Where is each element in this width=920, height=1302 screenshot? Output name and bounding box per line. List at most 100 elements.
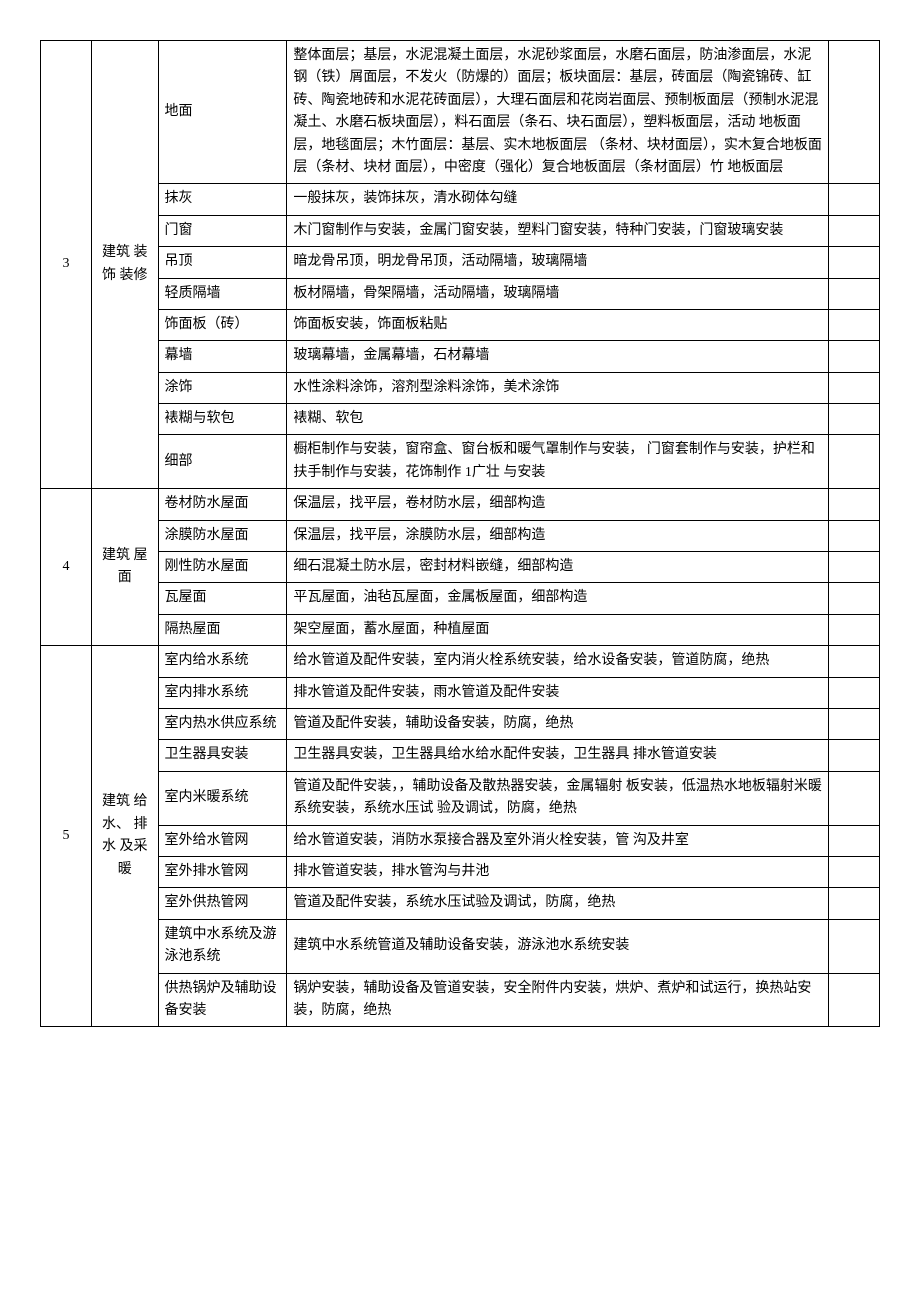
table-row: 抹灰一般抹灰，装饰抹灰，清水砌体勾缝 <box>41 184 880 215</box>
description-cell: 保温层，找平层，卷材防水层，细部构造 <box>287 489 829 520</box>
empty-cell <box>828 247 879 278</box>
empty-cell <box>828 646 879 677</box>
description-cell: 排水管道及配件安装，雨水管道及配件安装 <box>287 677 829 708</box>
empty-cell <box>828 614 879 645</box>
description-cell: 架空屋面，蓄水屋面，种植屋面 <box>287 614 829 645</box>
table-row: 室内米暖系统管道及配件安装，，辅助设备及散热器安装，金属辐射 板安装，低温热水地… <box>41 771 880 825</box>
table-row: 卫生器具安装卫生器具安装，卫生器具给水给水配件安装，卫生器具 排水管道安装 <box>41 740 880 771</box>
description-cell: 给水管道安装，消防水泵接合器及室外消火栓安装，管 沟及井室 <box>287 825 829 856</box>
subcategory-cell: 供热锅炉及辅助设备安装 <box>158 973 287 1027</box>
table-row: 裱糊与软包裱糊、软包 <box>41 404 880 435</box>
empty-cell <box>828 552 879 583</box>
subcategory-cell: 室内米暖系统 <box>158 771 287 825</box>
empty-cell <box>828 520 879 551</box>
section-number: 4 <box>41 489 92 646</box>
subcategory-cell: 细部 <box>158 435 287 489</box>
description-cell: 平瓦屋面，油毡瓦屋面，金属板屋面，细部构造 <box>287 583 829 614</box>
description-cell: 管道及配件安装，系统水压试验及调试，防腐，绝热 <box>287 888 829 919</box>
empty-cell <box>828 341 879 372</box>
empty-cell <box>828 973 879 1027</box>
description-cell: 整体面层；基层，水泥混凝土面层，水泥砂浆面层，水磨石面层，防油渗面层，水泥钢（铁… <box>287 41 829 184</box>
empty-cell <box>828 677 879 708</box>
table-row: 刚性防水屋面细石混凝土防水层，密封材料嵌缝，细部构造 <box>41 552 880 583</box>
description-cell: 水性涂料涂饰，溶剂型涂料涂饰，美术涂饰 <box>287 372 829 403</box>
description-cell: 保温层，找平层，涂膜防水层，细部构造 <box>287 520 829 551</box>
subcategory-cell: 室外给水管网 <box>158 825 287 856</box>
subcategory-cell: 室内热水供应系统 <box>158 708 287 739</box>
empty-cell <box>828 583 879 614</box>
subcategory-cell: 室外供热管网 <box>158 888 287 919</box>
section-number: 3 <box>41 41 92 489</box>
subcategory-cell: 卷材防水屋面 <box>158 489 287 520</box>
description-cell: 给水管道及配件安装，室内消火栓系统安装，给水设备安装，管道防腐，绝热 <box>287 646 829 677</box>
section-number: 5 <box>41 646 92 1027</box>
empty-cell <box>828 888 879 919</box>
construction-spec-table: 3建筑 装饰 装修地面整体面层；基层，水泥混凝土面层，水泥砂浆面层，水磨石面层，… <box>40 40 880 1027</box>
subcategory-cell: 隔热屋面 <box>158 614 287 645</box>
description-cell: 管道及配件安装，，辅助设备及散热器安装，金属辐射 板安装，低温热水地板辐射米暖系… <box>287 771 829 825</box>
table-row: 室内热水供应系统管道及配件安装，辅助设备安装，防腐，绝热 <box>41 708 880 739</box>
subcategory-cell: 地面 <box>158 41 287 184</box>
empty-cell <box>828 489 879 520</box>
section-category: 建筑 给 水、 排水 及采 暖 <box>91 646 158 1027</box>
section-category: 建筑 装饰 装修 <box>91 41 158 489</box>
description-cell: 玻璃幕墙，金属幕墙，石材幕墙 <box>287 341 829 372</box>
table-row: 吊顶暗龙骨吊顶，明龙骨吊顶，活动隔墙，玻璃隔墙 <box>41 247 880 278</box>
subcategory-cell: 裱糊与软包 <box>158 404 287 435</box>
subcategory-cell: 刚性防水屋面 <box>158 552 287 583</box>
table-row: 隔热屋面架空屋面，蓄水屋面，种植屋面 <box>41 614 880 645</box>
subcategory-cell: 抹灰 <box>158 184 287 215</box>
empty-cell <box>828 435 879 489</box>
empty-cell <box>828 372 879 403</box>
description-cell: 木门窗制作与安装，金属门窗安装，塑料门窗安装，特种门安装，门窗玻璃安装 <box>287 215 829 246</box>
empty-cell <box>828 41 879 184</box>
description-cell: 饰面板安装，饰面板粘贴 <box>287 309 829 340</box>
description-cell: 裱糊、软包 <box>287 404 829 435</box>
empty-cell <box>828 184 879 215</box>
subcategory-cell: 饰面板（砖） <box>158 309 287 340</box>
subcategory-cell: 室内排水系统 <box>158 677 287 708</box>
description-cell: 板材隔墙，骨架隔墙，活动隔墙，玻璃隔墙 <box>287 278 829 309</box>
table-row: 轻质隔墙板材隔墙，骨架隔墙，活动隔墙，玻璃隔墙 <box>41 278 880 309</box>
table-row: 饰面板（砖）饰面板安装，饰面板粘贴 <box>41 309 880 340</box>
subcategory-cell: 轻质隔墙 <box>158 278 287 309</box>
description-cell: 卫生器具安装，卫生器具给水给水配件安装，卫生器具 排水管道安装 <box>287 740 829 771</box>
empty-cell <box>828 404 879 435</box>
table-row: 涂膜防水屋面保温层，找平层，涂膜防水层，细部构造 <box>41 520 880 551</box>
empty-cell <box>828 771 879 825</box>
subcategory-cell: 门窗 <box>158 215 287 246</box>
table-row: 室内排水系统排水管道及配件安装，雨水管道及配件安装 <box>41 677 880 708</box>
description-cell: 一般抹灰，装饰抹灰，清水砌体勾缝 <box>287 184 829 215</box>
subcategory-cell: 室内给水系统 <box>158 646 287 677</box>
empty-cell <box>828 856 879 887</box>
table-row: 室外排水管网排水管道安装，排水管沟与井池 <box>41 856 880 887</box>
table-row: 幕墙玻璃幕墙，金属幕墙，石材幕墙 <box>41 341 880 372</box>
description-cell: 排水管道安装，排水管沟与井池 <box>287 856 829 887</box>
subcategory-cell: 幕墙 <box>158 341 287 372</box>
subcategory-cell: 建筑中水系统及游泳池系统 <box>158 919 287 973</box>
table-row: 瓦屋面平瓦屋面，油毡瓦屋面，金属板屋面，细部构造 <box>41 583 880 614</box>
description-cell: 橱柜制作与安装，窗帘盒、窗台板和暖气罩制作与安装， 门窗套制作与安装，护栏和扶手… <box>287 435 829 489</box>
subcategory-cell: 涂饰 <box>158 372 287 403</box>
table-row: 门窗木门窗制作与安装，金属门窗安装，塑料门窗安装，特种门安装，门窗玻璃安装 <box>41 215 880 246</box>
empty-cell <box>828 708 879 739</box>
subcategory-cell: 瓦屋面 <box>158 583 287 614</box>
description-cell: 暗龙骨吊顶，明龙骨吊顶，活动隔墙，玻璃隔墙 <box>287 247 829 278</box>
table-row: 室外给水管网给水管道安装，消防水泵接合器及室外消火栓安装，管 沟及井室 <box>41 825 880 856</box>
table-row: 细部橱柜制作与安装，窗帘盒、窗台板和暖气罩制作与安装， 门窗套制作与安装，护栏和… <box>41 435 880 489</box>
table-row: 3建筑 装饰 装修地面整体面层；基层，水泥混凝土面层，水泥砂浆面层，水磨石面层，… <box>41 41 880 184</box>
subcategory-cell: 吊顶 <box>158 247 287 278</box>
table-row: 5建筑 给 水、 排水 及采 暖室内给水系统给水管道及配件安装，室内消火栓系统安… <box>41 646 880 677</box>
description-cell: 细石混凝土防水层，密封材料嵌缝，细部构造 <box>287 552 829 583</box>
subcategory-cell: 涂膜防水屋面 <box>158 520 287 551</box>
empty-cell <box>828 919 879 973</box>
empty-cell <box>828 309 879 340</box>
empty-cell <box>828 278 879 309</box>
table-row: 涂饰水性涂料涂饰，溶剂型涂料涂饰，美术涂饰 <box>41 372 880 403</box>
section-category: 建筑 屋面 <box>91 489 158 646</box>
table-row: 建筑中水系统及游泳池系统建筑中水系统管道及辅助设备安装，游泳池水系统安装 <box>41 919 880 973</box>
subcategory-cell: 室外排水管网 <box>158 856 287 887</box>
description-cell: 建筑中水系统管道及辅助设备安装，游泳池水系统安装 <box>287 919 829 973</box>
table-row: 室外供热管网管道及配件安装，系统水压试验及调试，防腐，绝热 <box>41 888 880 919</box>
table-row: 供热锅炉及辅助设备安装锅炉安装，辅助设备及管道安装，安全附件内安装，烘炉、煮炉和… <box>41 973 880 1027</box>
